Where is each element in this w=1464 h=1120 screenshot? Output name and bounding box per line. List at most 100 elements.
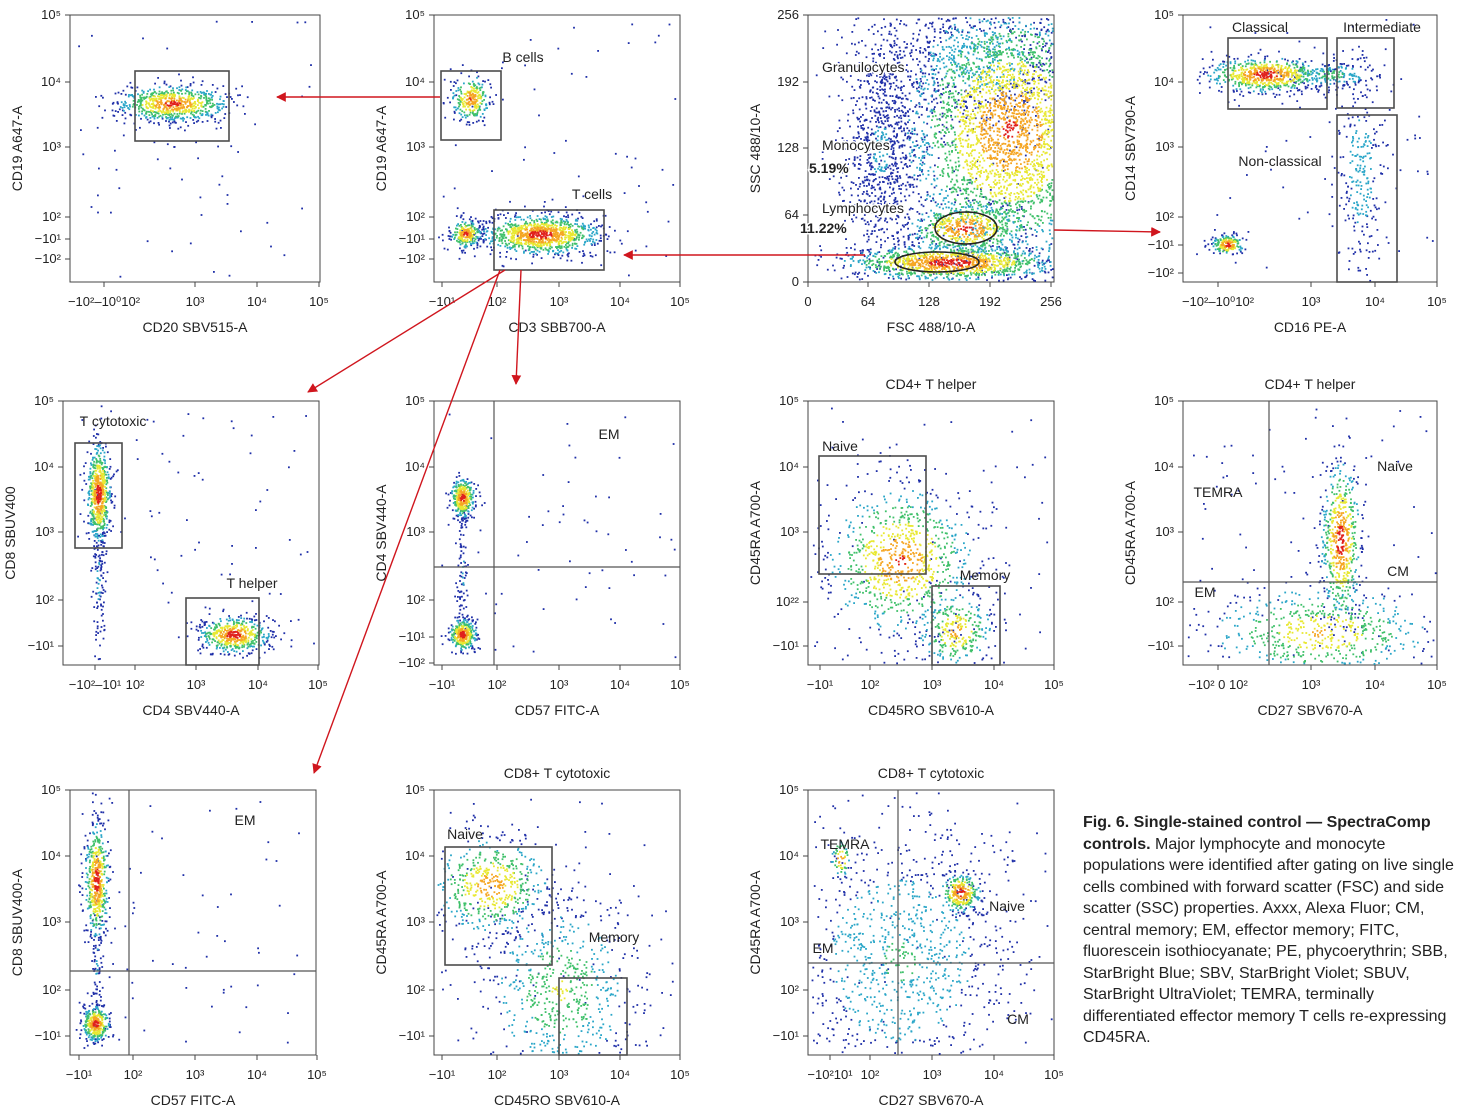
- event-dot: [474, 109, 476, 111]
- event-dot: [949, 188, 951, 190]
- event-dot: [858, 52, 860, 54]
- event-dot: [467, 239, 469, 241]
- event-dot: [218, 122, 220, 124]
- event-dot: [592, 239, 594, 241]
- event-dot: [672, 184, 674, 186]
- event-dot: [907, 121, 909, 123]
- event-dot: [933, 99, 935, 101]
- event-dot: [137, 93, 139, 95]
- event-dot: [190, 83, 192, 85]
- event-dot: [878, 251, 880, 253]
- event-dot: [878, 102, 880, 104]
- event-dot: [517, 234, 519, 236]
- event-dot: [1044, 280, 1046, 282]
- event-dot: [191, 90, 193, 92]
- event-dot: [879, 86, 881, 88]
- event-dot: [889, 51, 891, 53]
- event-dot: [900, 188, 902, 190]
- event-dot: [188, 109, 190, 111]
- event-dot: [154, 96, 156, 98]
- event-dot: [904, 145, 906, 147]
- event-dot: [211, 97, 213, 99]
- event-dot: [485, 228, 487, 230]
- event-dot: [816, 264, 818, 266]
- event-dot: [851, 31, 853, 33]
- event-dot: [893, 45, 895, 47]
- event-dot: [301, 208, 303, 210]
- event-dot: [129, 114, 131, 116]
- x-axis-label: CD20 SBV515-A: [142, 319, 248, 335]
- event-dot: [615, 153, 617, 155]
- event-dot: [565, 227, 567, 229]
- event-dot: [869, 195, 871, 197]
- event-dot: [1032, 234, 1034, 236]
- event-dot: [217, 88, 219, 90]
- event-dot: [839, 194, 841, 196]
- event-dot: [860, 125, 862, 127]
- event-dot: [457, 228, 459, 230]
- event-dot: [515, 212, 517, 214]
- event-dot: [499, 252, 501, 254]
- event-dot: [859, 186, 861, 188]
- event-dot: [1029, 65, 1031, 67]
- event-dot: [912, 244, 914, 246]
- event-dot: [524, 146, 526, 148]
- event-dot: [150, 110, 152, 112]
- event-dot: [635, 250, 637, 252]
- event-dot: [180, 126, 182, 128]
- event-dot: [902, 92, 904, 94]
- event-dot: [521, 219, 523, 221]
- event-dot: [178, 74, 180, 76]
- event-dot: [448, 235, 450, 237]
- event-dot: [174, 108, 176, 110]
- event-dot: [906, 64, 908, 66]
- event-dot: [209, 106, 211, 108]
- event-dot: [894, 54, 896, 56]
- event-dot: [866, 241, 868, 243]
- event-dot: [473, 238, 475, 240]
- event-dot: [473, 85, 475, 87]
- event-dot: [886, 221, 888, 223]
- event-dot: [523, 219, 525, 221]
- event-dot: [165, 91, 167, 93]
- event-dot: [837, 130, 839, 132]
- event-dot: [508, 233, 510, 235]
- event-dot: [491, 249, 493, 251]
- event-dot: [921, 218, 923, 220]
- event-dot: [181, 101, 183, 103]
- event-dot: [894, 76, 896, 78]
- event-dot: [845, 238, 847, 240]
- event-dot: [211, 99, 213, 101]
- event-dot: [458, 89, 460, 91]
- event-dot: [179, 86, 181, 88]
- event-dot: [1045, 99, 1047, 101]
- event-dot: [588, 230, 590, 232]
- event-dot: [855, 104, 857, 106]
- event-dot: [458, 225, 460, 227]
- event-dot: [918, 237, 920, 239]
- event-dot: [574, 243, 576, 245]
- event-dot: [202, 113, 204, 115]
- event-dot: [855, 54, 857, 56]
- event-dot: [468, 76, 470, 78]
- event-dot: [459, 104, 461, 106]
- plot-frame: [70, 15, 320, 282]
- event-dot: [905, 95, 907, 97]
- event-dot: [549, 247, 551, 249]
- event-dot: [491, 170, 493, 172]
- event-dot: [605, 215, 607, 217]
- event-dot: [609, 226, 611, 228]
- event-dot: [482, 80, 484, 82]
- event-dot: [470, 103, 472, 105]
- event-dot: [490, 87, 492, 89]
- event-dot: [222, 85, 224, 87]
- event-dot: [122, 114, 124, 116]
- event-dot: [891, 235, 893, 237]
- event-dot: [518, 245, 520, 247]
- event-dot: [851, 43, 853, 45]
- event-dot: [883, 93, 885, 95]
- event-dot: [871, 233, 873, 235]
- event-dot: [1049, 79, 1051, 81]
- event-dot: [868, 236, 870, 238]
- event-dot: [533, 254, 535, 256]
